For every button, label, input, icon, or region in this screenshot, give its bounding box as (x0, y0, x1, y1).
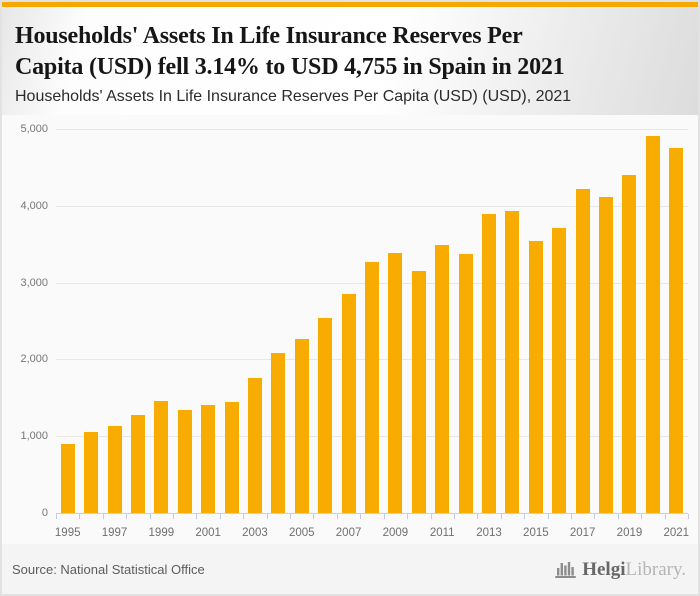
x-tick-label: 2017 (569, 527, 596, 539)
x-tick (126, 514, 128, 519)
x-tick (641, 514, 643, 519)
bar-2007 (341, 294, 356, 513)
x-tick-label: 1997 (101, 527, 128, 539)
x-tick-label: 2001 (195, 527, 221, 539)
x-tick (407, 514, 409, 519)
footer: Source: National Statistical Office Helg… (2, 544, 698, 594)
chart-title: Households' Assets In Life Insurance Res… (15, 23, 565, 80)
x-tick-label: 2013 (476, 527, 502, 539)
x-tick (453, 514, 455, 519)
x-tick (56, 514, 57, 519)
bar-2005 (294, 339, 309, 513)
x-tick-label: 1995 (54, 527, 81, 539)
x-tick-label: 1999 (148, 527, 175, 539)
x-tick (290, 514, 292, 519)
x-tick (524, 514, 526, 519)
x-tick-label: 2011 (429, 527, 455, 539)
x-tick-label: 2005 (288, 527, 315, 539)
gridline (56, 205, 688, 207)
x-tick (570, 514, 572, 519)
x-tick-label: 2021 (663, 527, 690, 539)
x-tick (336, 514, 338, 519)
logo-text: HelgiLibrary. (582, 560, 686, 579)
bar-2006 (318, 317, 333, 513)
y-tick-label: 5,000 (20, 123, 48, 135)
bar-2002 (224, 402, 239, 513)
x-tick (664, 514, 666, 519)
x-tick (360, 514, 362, 519)
x-tick (430, 514, 432, 519)
bar-2008 (365, 261, 379, 513)
source-text: Source: National Statistical Office (12, 561, 205, 577)
x-tick (79, 514, 81, 519)
accent-topbar (2, 2, 698, 7)
y-tick-label: 0 (41, 507, 48, 519)
bar-2015 (528, 241, 543, 513)
x-tick (594, 514, 596, 519)
x-tick (688, 514, 689, 519)
helgilibrary-logo-icon (555, 562, 577, 578)
y-tick-label: 3,000 (20, 276, 48, 289)
x-tick (266, 514, 268, 519)
x-tick (102, 514, 104, 519)
logo-text-library: Library. (625, 558, 687, 580)
bar-2000 (177, 410, 192, 513)
bar-2011 (435, 244, 450, 513)
bar-2016 (552, 228, 567, 513)
x-tick-label: 2009 (382, 527, 409, 539)
x-tick (383, 514, 385, 519)
logo-text-helgi: Helgi (582, 558, 626, 580)
x-tick (173, 514, 175, 519)
y-tick-label: 2,000 (20, 353, 48, 366)
plot-area: 0 1,000 2,000 3,000 4,000 5,000 1995 1997 1999 2… (20, 123, 689, 539)
bar-2020 (645, 136, 660, 513)
x-tick-label: 2019 (616, 527, 643, 539)
bar-1999 (154, 400, 169, 513)
bar-1995 (60, 443, 75, 513)
x-tick-label: 2015 (523, 527, 549, 539)
x-tick (149, 514, 151, 519)
x-tick (477, 514, 479, 519)
x-tick (500, 514, 502, 519)
y-tick-label: 4,000 (20, 199, 48, 212)
x-axis-line (56, 513, 688, 514)
x-tick (219, 514, 221, 519)
chart-subtitle: Households' Assets In Life Insurance Res… (15, 87, 572, 105)
gridline (56, 129, 688, 130)
x-tick (243, 514, 245, 519)
chart-header: Households' Assets In Life Insurance Res… (2, 7, 698, 115)
bar-2013 (482, 213, 497, 513)
x-tick-label: 2003 (242, 527, 268, 539)
bar-2014 (505, 211, 520, 513)
y-tick-label: 1,000 (20, 430, 48, 443)
bar-2018 (599, 197, 614, 513)
bar-1998 (130, 415, 145, 513)
bar-2012 (458, 254, 473, 513)
x-tick (547, 514, 549, 519)
bar-2017 (575, 188, 590, 513)
x-tick (617, 514, 619, 519)
bar-1996 (84, 431, 99, 513)
bar-2003 (247, 378, 262, 513)
chart-section: 0 1,000 2,000 3,000 4,000 5,000 1995 1997 1999 2… (2, 115, 698, 544)
bar-2019 (622, 175, 637, 513)
bar-2004 (271, 352, 286, 513)
bar-2010 (411, 271, 426, 513)
bar-2021 (669, 147, 684, 513)
bar-2009 (388, 253, 403, 513)
x-tick-label: 2007 (335, 527, 362, 539)
x-tick (196, 514, 198, 519)
bar-2001 (201, 405, 216, 513)
helgilibrary-logo[interactable]: HelgiLibrary. (554, 559, 686, 579)
bar-1997 (107, 426, 122, 513)
x-tick (313, 514, 315, 519)
